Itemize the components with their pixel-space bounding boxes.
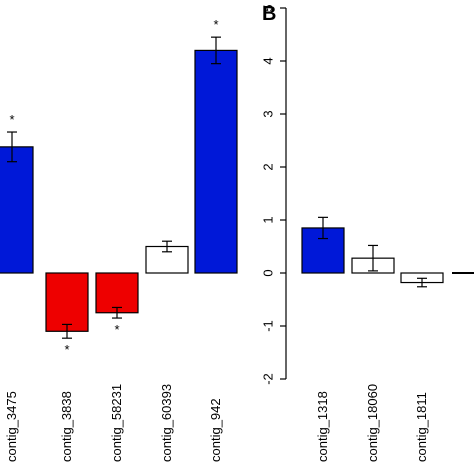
y-tick-label: 3 (261, 110, 276, 117)
panel-b-letter: B (262, 3, 276, 25)
y-tick-label: 2 (261, 163, 276, 170)
error-bar-contig_58231 (112, 306, 122, 319)
error-bar-contig_3475 (7, 131, 17, 163)
error-bar-contig_3838 (62, 323, 72, 339)
category-label-contig_3838: contig_3838 (59, 391, 74, 462)
category-label-contig_3475: contig_3475 (4, 391, 19, 462)
bar-contig_3475 (0, 146, 34, 274)
y-tick-label: 5 (261, 4, 276, 11)
y-tick-label: 0 (261, 269, 276, 276)
bar-contig_58231 (95, 272, 139, 314)
panel-a: * contig_3475 * contig_3838 * contig_58231 con… (0, 17, 238, 462)
panel-b: B contig_1318 contig_18060 contig_1811 -2 -1… (261, 3, 474, 462)
category-label-contig_18060: contig_18060 (365, 384, 380, 462)
category-label-contig_942: contig_942 (208, 398, 223, 462)
error-bar-contig_18060 (368, 244, 378, 272)
category-label-contig_58231: contig_58231 (109, 384, 124, 462)
category-label-contig_60393: contig_60393 (159, 384, 174, 462)
bar-contig_942 (194, 49, 238, 274)
category-label-contig_1318: contig_1318 (315, 391, 330, 462)
bar-contig_3838 (45, 272, 89, 332)
category-label-contig_1811: contig_1811 (414, 392, 429, 462)
significance-contig_3838: * (64, 342, 69, 357)
y-tick-label: -1 (261, 320, 276, 332)
error-bar-contig_942 (211, 36, 221, 65)
y-tick-label: -2 (261, 373, 276, 385)
significance-contig_58231: * (114, 322, 119, 337)
y-tick-label: 1 (261, 216, 276, 223)
significance-contig_3475: * (9, 112, 14, 127)
significance-contig_942: * (213, 17, 218, 32)
error-bar-contig_60393 (162, 240, 172, 253)
panel-b-y-axis: -2 -1 0 1 2 3 4 5 (261, 4, 287, 385)
y-tick-label: 4 (261, 57, 276, 64)
error-bar-contig_1811 (417, 277, 427, 288)
error-bar-contig_1318 (318, 216, 328, 240)
